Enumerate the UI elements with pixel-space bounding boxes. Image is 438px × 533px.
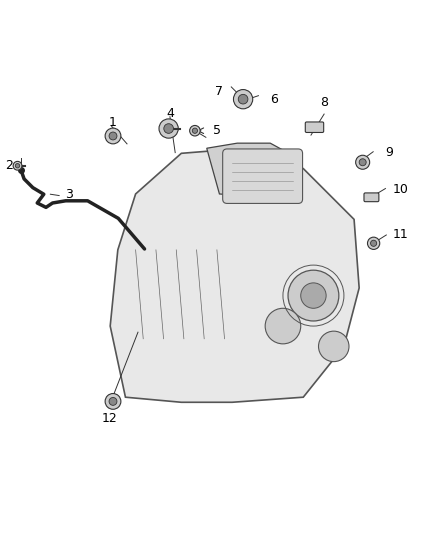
FancyBboxPatch shape bbox=[364, 193, 379, 201]
Text: 5: 5 bbox=[213, 124, 221, 137]
Circle shape bbox=[109, 398, 117, 405]
Circle shape bbox=[233, 90, 253, 109]
Circle shape bbox=[318, 331, 349, 361]
Circle shape bbox=[192, 128, 198, 133]
Polygon shape bbox=[110, 148, 359, 402]
Circle shape bbox=[301, 283, 326, 308]
FancyBboxPatch shape bbox=[223, 149, 303, 204]
Text: 10: 10 bbox=[393, 183, 409, 196]
Text: 9: 9 bbox=[385, 146, 393, 159]
Circle shape bbox=[265, 308, 301, 344]
Circle shape bbox=[105, 393, 121, 409]
Circle shape bbox=[356, 155, 370, 169]
Circle shape bbox=[371, 240, 377, 246]
Polygon shape bbox=[207, 143, 298, 199]
Text: 11: 11 bbox=[393, 229, 409, 241]
Text: 7: 7 bbox=[215, 85, 223, 98]
Circle shape bbox=[359, 159, 366, 166]
Circle shape bbox=[15, 164, 20, 168]
Circle shape bbox=[238, 94, 248, 104]
Circle shape bbox=[13, 161, 22, 170]
Circle shape bbox=[164, 124, 173, 133]
Text: 6: 6 bbox=[270, 93, 278, 106]
Circle shape bbox=[159, 119, 178, 138]
Text: 12: 12 bbox=[102, 412, 117, 425]
Circle shape bbox=[109, 132, 117, 140]
Text: 4: 4 bbox=[166, 107, 174, 120]
FancyBboxPatch shape bbox=[305, 122, 324, 133]
Text: 2: 2 bbox=[5, 159, 13, 172]
Circle shape bbox=[105, 128, 121, 144]
Text: 1: 1 bbox=[109, 116, 117, 130]
Text: 3: 3 bbox=[65, 188, 73, 201]
Text: 8: 8 bbox=[320, 96, 328, 109]
Circle shape bbox=[288, 270, 339, 321]
Circle shape bbox=[367, 237, 380, 249]
Circle shape bbox=[190, 125, 200, 136]
